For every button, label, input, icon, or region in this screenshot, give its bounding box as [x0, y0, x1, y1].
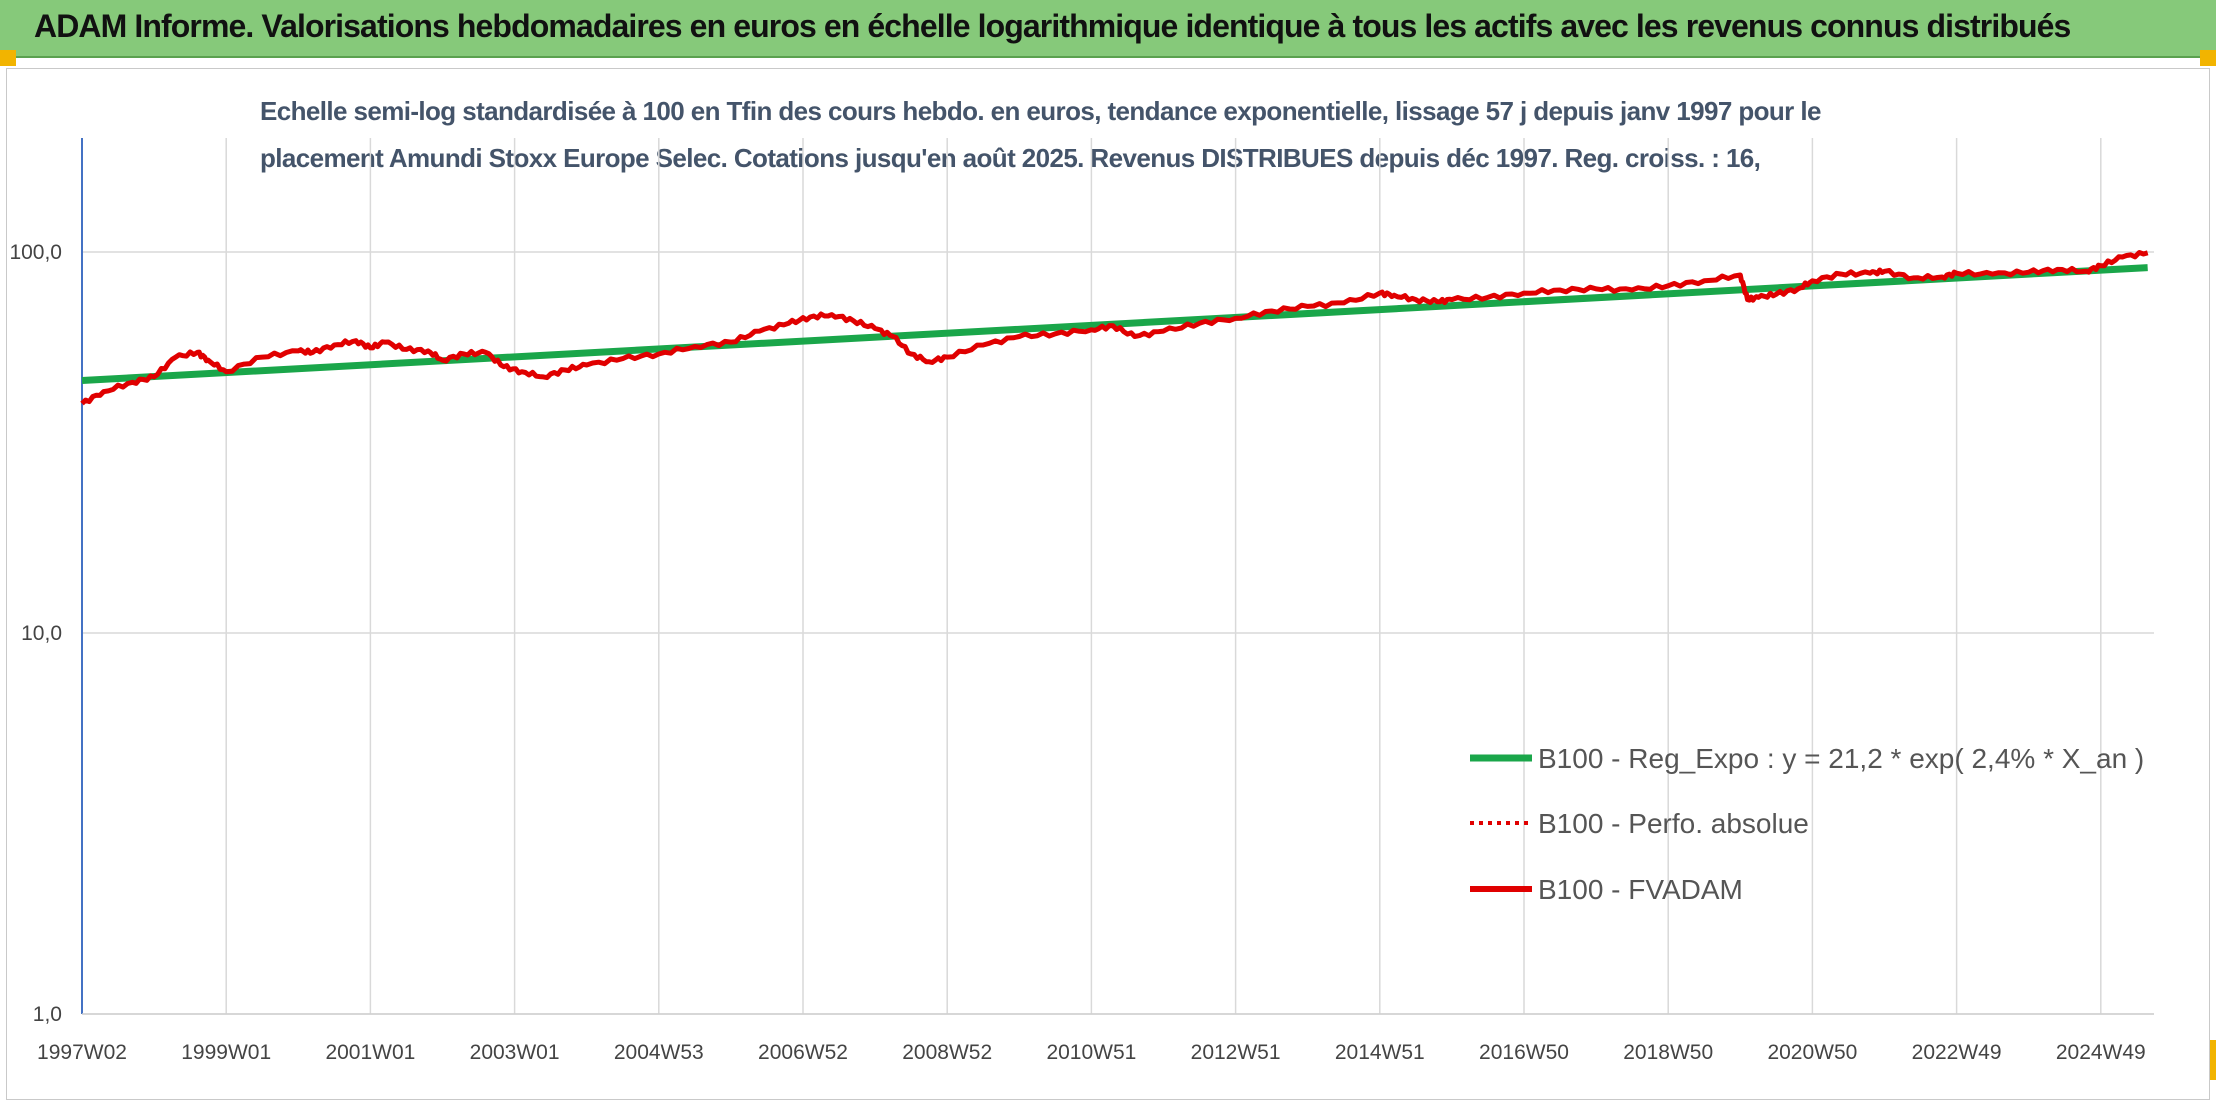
grid-lines [82, 138, 2154, 1015]
x-tick-label: 2012W51 [1191, 1041, 1281, 1064]
chart-frame [6, 68, 2210, 1100]
y-tick-label: 100,0 [9, 241, 62, 264]
x-tick-label: 2014W51 [1335, 1041, 1425, 1064]
chart-title-line-2: placement Amundi Stoxx Europe Selec. Cot… [260, 143, 1761, 173]
x-tick-label: 2006W52 [758, 1041, 848, 1064]
series-fvadam-line [80, 250, 2149, 406]
x-tick-label: 2022W49 [1912, 1041, 2002, 1064]
series-lines [80, 250, 2149, 406]
x-tick-label: 2010W51 [1046, 1041, 1136, 1064]
x-tick-label: 1997W02 [37, 1041, 127, 1064]
x-tick-label: 1999W01 [181, 1041, 271, 1064]
x-tick-labels: 1997W02 1999W01 2001W01 2003W01 2004W53 2006W… [37, 1041, 2146, 1064]
corner-mark-right [2200, 50, 2216, 66]
y-tick-labels: 1,0 10,0 100,0 [9, 241, 62, 1026]
report-title: ADAM Informe. Valorisations hebdomadaire… [34, 8, 2071, 44]
x-tick-label: 2020W50 [1767, 1041, 1857, 1064]
x-tick-label: 2024W49 [2056, 1041, 2146, 1064]
y-tick-label: 10,0 [21, 622, 62, 645]
series-reg-expo-trend-line [81, 264, 2148, 384]
legend-item-fvadam-label: B100 - FVADAM [1538, 874, 1743, 905]
legend: B100 - Reg_Expo : y = 21,2 * exp( 2,4% *… [1470, 743, 2144, 905]
x-tick-label: 2004W53 [614, 1041, 704, 1064]
corner-mark-bottom-right [2209, 1040, 2216, 1080]
legend-item-perfo-absolue-label: B100 - Perfo. absolue [1538, 808, 1809, 839]
x-tick-label: 2018W50 [1623, 1041, 1713, 1064]
y-tick-label: 1,0 [33, 1003, 62, 1026]
x-tick-label: 2003W01 [470, 1041, 560, 1064]
corner-mark-left [0, 50, 16, 66]
chart-title-line-1: Echelle semi-log standardisée à 100 en T… [260, 96, 1821, 126]
x-tick-label: 2016W50 [1479, 1041, 1569, 1064]
x-tick-label: 2001W01 [325, 1041, 415, 1064]
report-banner: ADAM Informe. Valorisations hebdomadaire… [0, 0, 2216, 58]
x-tick-label: 2008W52 [902, 1041, 992, 1064]
legend-item-reg-expo-label: B100 - Reg_Expo : y = 21,2 * exp( 2,4% *… [1538, 743, 2144, 774]
